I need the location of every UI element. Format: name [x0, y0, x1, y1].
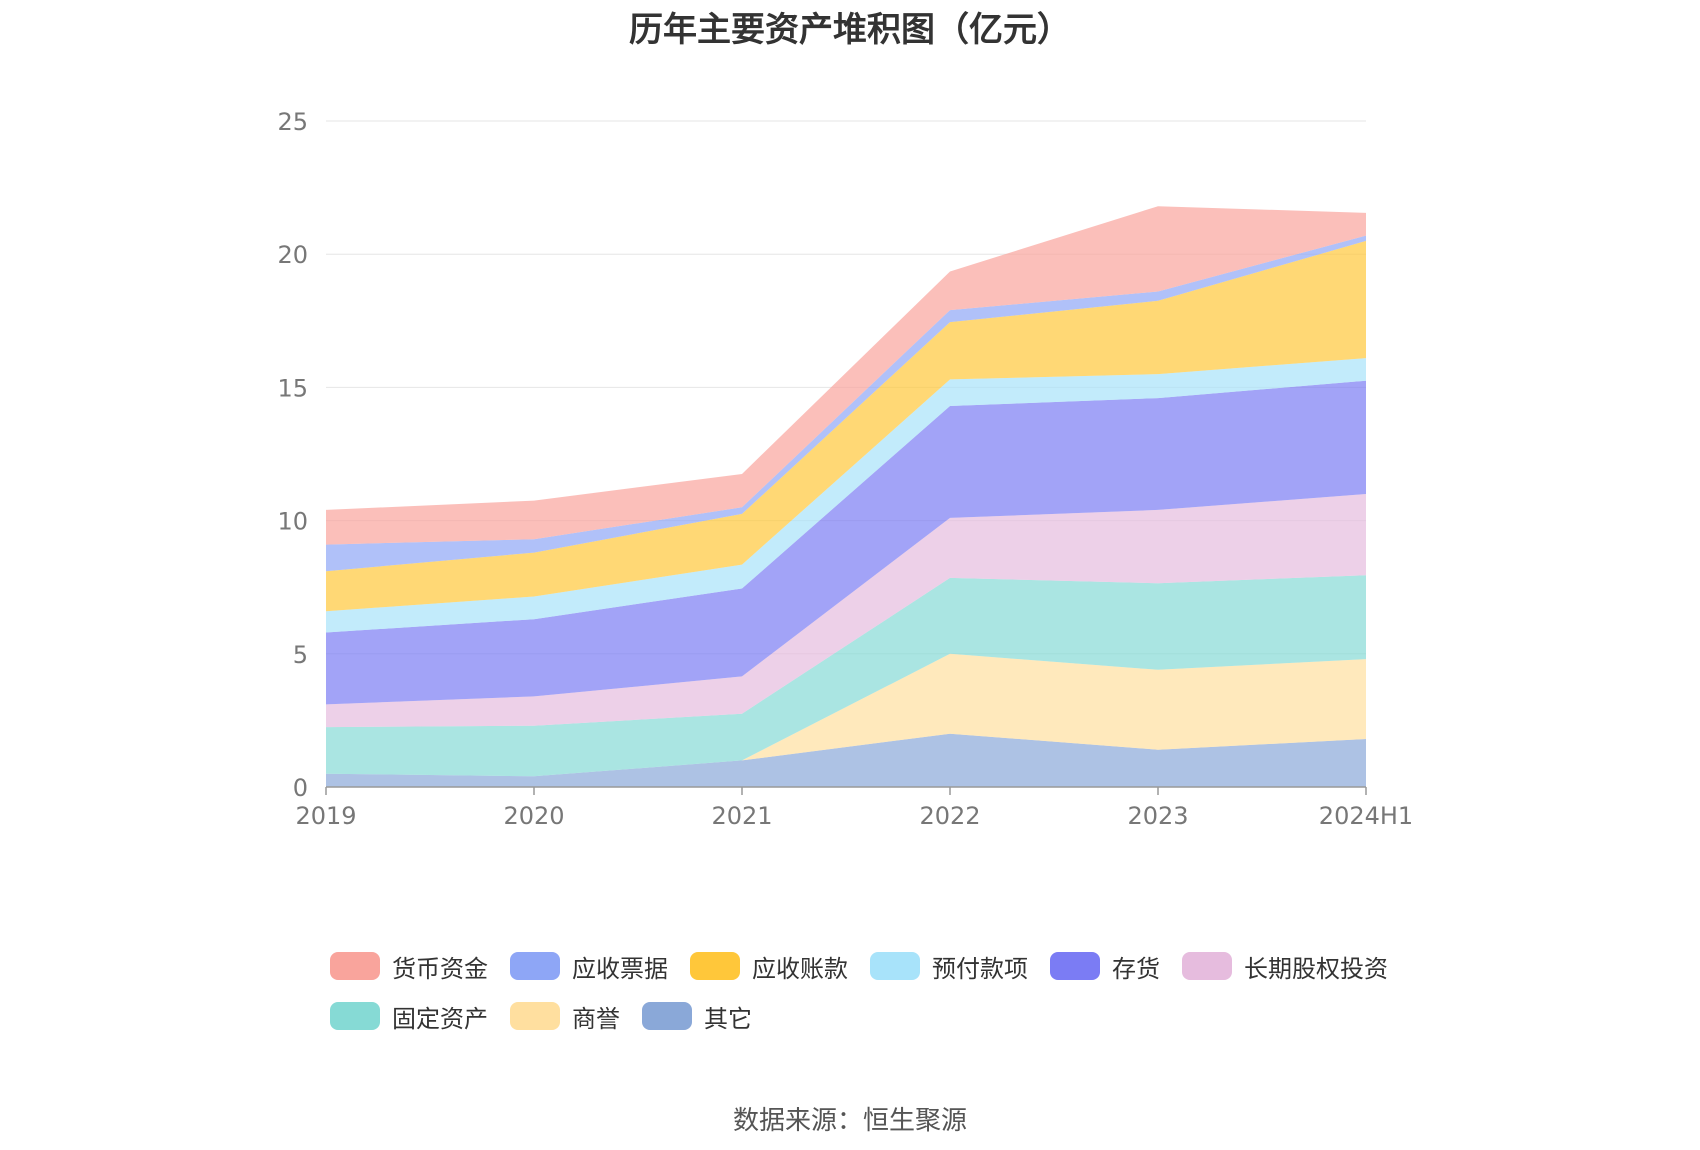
stacked-area-chart: 0 5 10 15 20 25 2019 2020 2021 2022 2023 2024H1	[277, 108, 1413, 830]
legend-item[interactable]: 应收票据	[510, 950, 668, 983]
legend-label: 货币资金	[392, 954, 488, 983]
legend-item[interactable]: 存货	[1050, 950, 1160, 983]
area-series-4	[326, 380, 1366, 705]
x-tick-label: 2019	[295, 802, 356, 830]
y-tick-label: 25	[277, 108, 308, 136]
legend-label: 长期股权投资	[1244, 954, 1388, 983]
legend-swatch	[510, 1002, 560, 1030]
area-series-7	[326, 235, 1366, 572]
area-series-8	[326, 206, 1366, 545]
legend-swatch	[1182, 952, 1232, 980]
legend-swatch	[690, 952, 740, 980]
legend-item[interactable]: 商誉	[510, 1000, 620, 1033]
y-tick-label: 10	[277, 508, 308, 536]
legend-item[interactable]: 其它	[642, 1000, 752, 1033]
area-series-3	[326, 494, 1366, 728]
legend-swatch	[642, 1002, 692, 1030]
legend-item[interactable]: 固定资产	[330, 1000, 488, 1033]
x-tick-label: 2023	[1127, 802, 1188, 830]
area-series	[326, 206, 1366, 787]
legend-label: 应收票据	[572, 954, 668, 983]
chart-title: 历年主要资产堆积图（亿元）	[629, 10, 1071, 50]
y-tick-label: 20	[277, 241, 308, 269]
x-tick-label: 2022	[919, 802, 980, 830]
area-series-5	[326, 358, 1366, 633]
area-series-1	[326, 653, 1366, 777]
x-tick-label: 2024H1	[1319, 802, 1413, 830]
legend-label: 存货	[1112, 954, 1160, 983]
legend-label: 其它	[704, 1004, 752, 1033]
legend: 货币资金 应收票据 应收账款 预付款项 存货 长期股权投资固定资产 商誉 其它	[330, 950, 1430, 1033]
legend-label: 商誉	[572, 1004, 620, 1033]
legend-label: 固定资产	[392, 1004, 488, 1033]
legend-label: 应收账款	[752, 954, 848, 983]
legend-item[interactable]: 货币资金	[330, 950, 488, 983]
data-source: 数据来源：恒生聚源	[732, 1106, 967, 1136]
area-series-2	[326, 575, 1366, 777]
y-tick-label: 0	[293, 774, 308, 802]
x-tick-label: 2020	[503, 802, 564, 830]
legend-swatch	[870, 952, 920, 980]
legend-label: 预付款项	[932, 954, 1028, 983]
legend-swatch	[510, 952, 560, 980]
y-tick-label: 15	[277, 374, 308, 402]
y-tick-label: 5	[293, 641, 308, 669]
legend-item[interactable]: 应收账款	[690, 950, 848, 983]
axes: 0 5 10 15 20 25 2019 2020 2021 2022 2023 2024H1	[277, 108, 1413, 830]
legend-item[interactable]: 长期股权投资	[1182, 950, 1388, 983]
legend-item[interactable]: 预付款项	[870, 950, 1028, 983]
x-tick-label: 2021	[711, 802, 772, 830]
area-series-0	[326, 733, 1366, 787]
legend-swatch	[1050, 952, 1100, 980]
area-series-6	[326, 240, 1366, 612]
legend-swatch	[330, 952, 380, 980]
legend-swatch	[330, 1002, 380, 1030]
